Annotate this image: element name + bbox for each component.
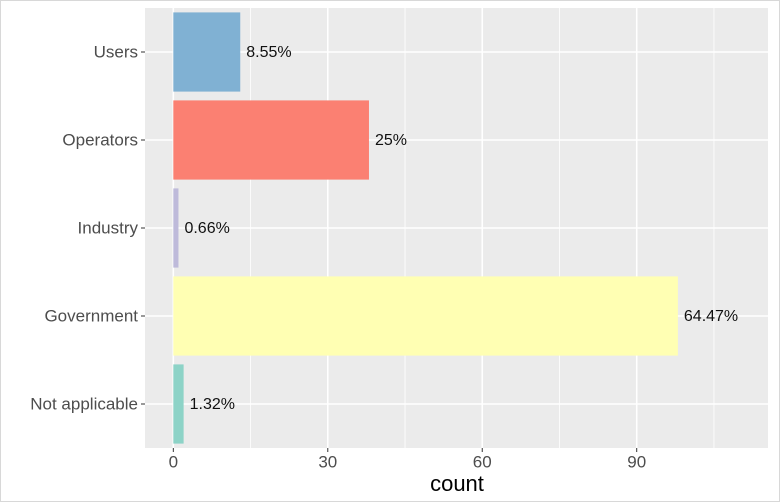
x-axis-title: count xyxy=(430,471,484,496)
bar-label: 0.66% xyxy=(184,220,229,237)
bar-label: 8.55% xyxy=(246,44,291,61)
x-tick-label: 30 xyxy=(318,452,337,471)
bar xyxy=(173,12,241,92)
x-tick-label: 0 xyxy=(169,452,178,471)
y-tick-label: Industry xyxy=(78,218,139,237)
bar-label: 64.47% xyxy=(684,308,738,325)
y-tick-label: Users xyxy=(94,42,138,61)
bar xyxy=(173,364,184,444)
bar-label: 1.32% xyxy=(190,396,235,413)
y-tick-label: Government xyxy=(44,306,138,325)
bar xyxy=(173,276,678,356)
y-tick-label: Not applicable xyxy=(30,394,138,413)
bar-label: 25% xyxy=(375,132,407,149)
y-tick-label: Operators xyxy=(62,130,138,149)
x-tick-label: 60 xyxy=(473,452,492,471)
bar xyxy=(173,188,179,268)
x-tick-label: 90 xyxy=(627,452,646,471)
bar xyxy=(173,100,369,180)
